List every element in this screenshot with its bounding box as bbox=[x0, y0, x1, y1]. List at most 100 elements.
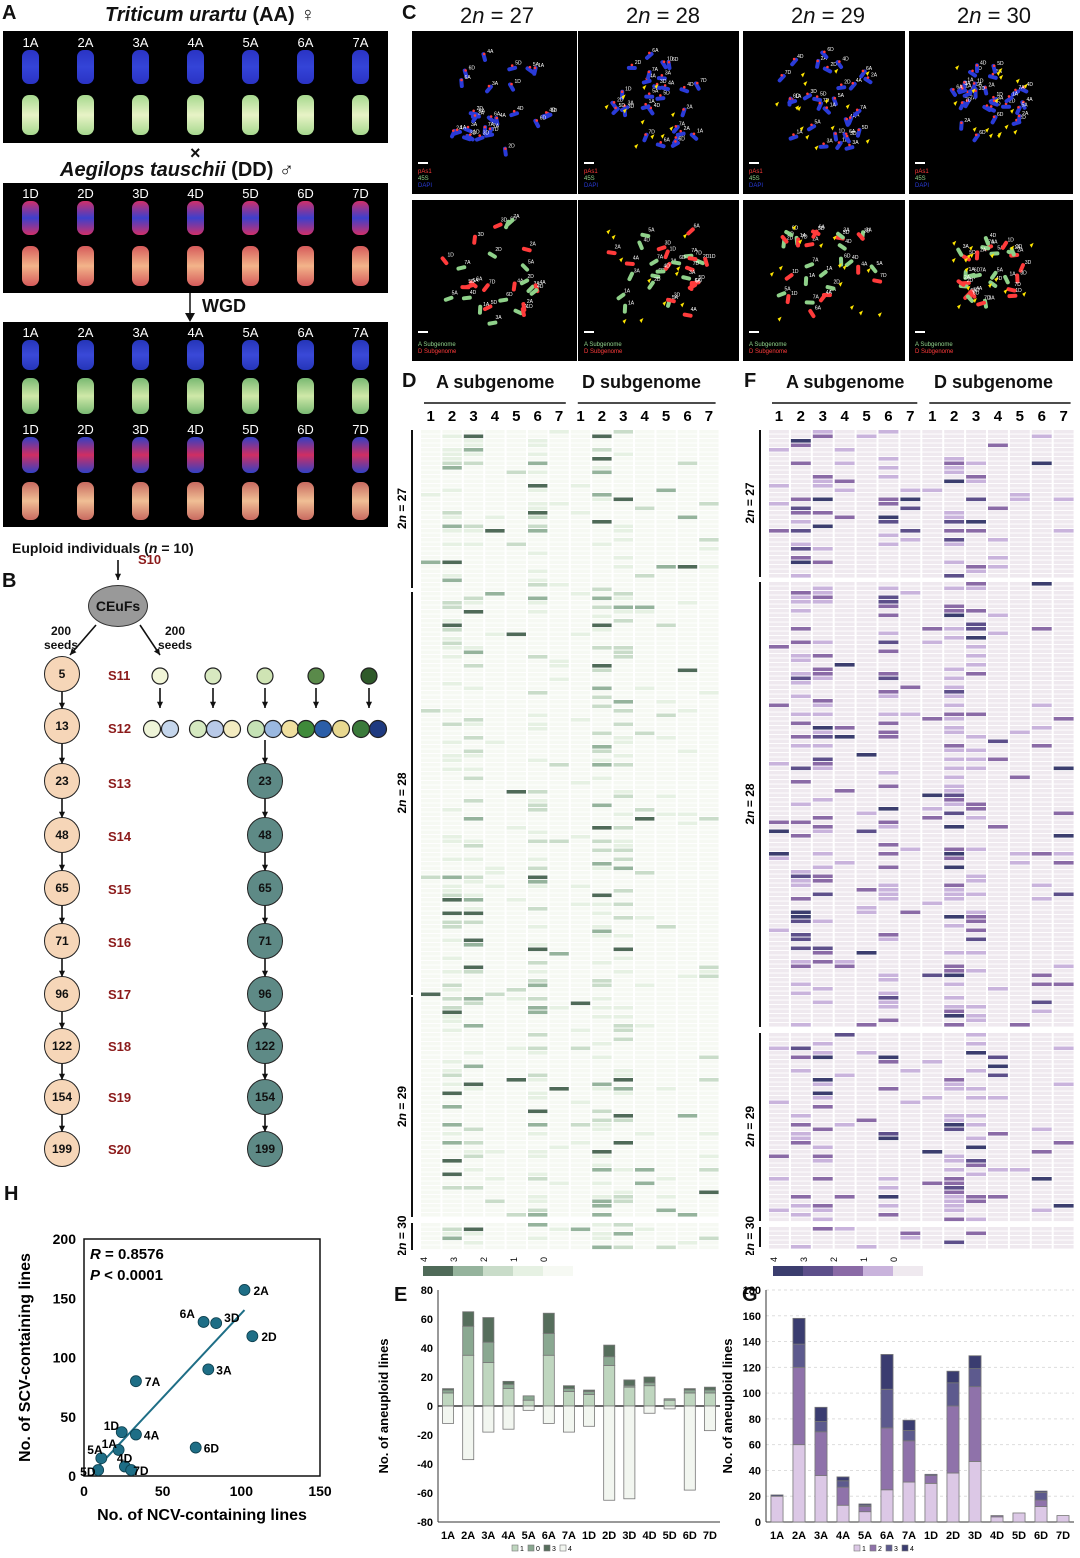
fish-signal bbox=[659, 141, 662, 144]
heatmap-cell bbox=[442, 1236, 462, 1241]
heatmap-cell bbox=[635, 947, 655, 952]
heatmap-cell bbox=[613, 583, 633, 587]
heatmap-cell bbox=[1053, 439, 1074, 443]
heatmap-cell bbox=[613, 1181, 633, 1186]
heatmap-cell bbox=[570, 920, 591, 925]
heatmap-cell bbox=[506, 722, 526, 727]
chromosome-1d bbox=[22, 245, 39, 286]
heatmap-cell bbox=[769, 784, 789, 789]
row-group-label: 2n = 27 bbox=[743, 482, 757, 523]
heatmap-cell bbox=[549, 1204, 569, 1208]
heatmap-cell bbox=[570, 605, 591, 610]
heatmap-cell bbox=[421, 655, 441, 659]
heatmap-cell bbox=[944, 717, 965, 721]
left-lineage-count: 154 bbox=[44, 1079, 80, 1115]
heatmap-cell bbox=[922, 780, 943, 784]
heatmap-cell bbox=[834, 757, 855, 762]
heatmap-cell bbox=[966, 865, 986, 870]
heatmap-cell bbox=[656, 619, 676, 623]
heatmap-cell bbox=[988, 694, 1008, 699]
heatmap-cell bbox=[677, 1204, 698, 1208]
heatmap-cell bbox=[900, 762, 921, 766]
legend-swatch bbox=[543, 1266, 573, 1276]
heatmap-cell bbox=[944, 529, 965, 533]
heatmap-cell bbox=[966, 717, 986, 721]
heatmap-cell bbox=[922, 757, 943, 762]
heatmap-cell bbox=[463, 511, 484, 515]
s12-node bbox=[142, 719, 162, 739]
heatmap-cell bbox=[570, 1190, 591, 1195]
heatmap-cell bbox=[592, 875, 612, 880]
heatmap-cell bbox=[900, 538, 921, 542]
heatmap-cell bbox=[878, 780, 899, 784]
heatmap-cell bbox=[635, 1037, 655, 1042]
heatmap-cell bbox=[549, 992, 569, 997]
chromosome-spot bbox=[626, 65, 637, 70]
arrowhead-marker bbox=[967, 253, 972, 259]
heatmap-cell bbox=[769, 434, 789, 439]
heatmap-cell bbox=[900, 434, 921, 439]
heatmap-cell bbox=[1031, 834, 1052, 838]
heatmap-cell bbox=[613, 1069, 633, 1073]
arrowhead-marker bbox=[660, 133, 665, 139]
heatmap-cell bbox=[463, 1227, 484, 1232]
heatmap-cell bbox=[1053, 506, 1074, 511]
heatmap-cell bbox=[677, 1042, 698, 1046]
heatmap-cell bbox=[635, 835, 655, 839]
heatmap-cell bbox=[570, 479, 591, 484]
heatmap-cell bbox=[769, 771, 789, 775]
chromosome-7a: 7A bbox=[352, 325, 369, 370]
heatmap-cell bbox=[485, 997, 505, 1001]
heatmap-cell bbox=[570, 1154, 591, 1159]
heatmap-cell bbox=[463, 1024, 484, 1028]
heatmap-cell bbox=[463, 1082, 484, 1087]
chromosome-id: 5D bbox=[969, 250, 976, 256]
heatmap-cell bbox=[966, 515, 986, 520]
chromosome-spot bbox=[1020, 100, 1027, 110]
heatmap-cell bbox=[834, 789, 855, 793]
heatmap-cell bbox=[856, 726, 877, 730]
heatmap-cell bbox=[988, 703, 1008, 708]
heatmap-cell bbox=[812, 829, 833, 834]
heatmap-cell bbox=[966, 461, 986, 466]
heatmap-cell bbox=[463, 457, 484, 461]
heatmap-cell bbox=[506, 628, 526, 632]
heatmap-cell bbox=[485, 790, 505, 794]
chromosome-id: 3A bbox=[997, 96, 1004, 102]
heatmap-cell bbox=[656, 1042, 676, 1046]
heatmap-cell bbox=[485, 1163, 505, 1168]
heatmap-cell bbox=[1053, 600, 1074, 604]
heatmap-cell bbox=[856, 721, 877, 726]
heatmap-cell bbox=[677, 740, 698, 745]
chromosome-5a bbox=[242, 378, 259, 414]
heatmap-cell bbox=[463, 529, 484, 533]
heatmap-cell bbox=[570, 1051, 591, 1055]
heatmap-cell bbox=[699, 1199, 719, 1204]
heatmap-cell bbox=[1053, 847, 1074, 852]
chromosome-image bbox=[352, 437, 369, 473]
heatmap-cell bbox=[856, 430, 877, 434]
heatmap-cell bbox=[1009, 654, 1030, 658]
heatmap-cell bbox=[1009, 766, 1030, 771]
chromosome-5d: 5D bbox=[242, 422, 259, 473]
heatmap-cell bbox=[1009, 649, 1030, 654]
heatmap-cell bbox=[463, 592, 484, 596]
heatmap-cell bbox=[856, 542, 877, 547]
heatmap-cell bbox=[463, 736, 484, 740]
heatmap-cell bbox=[812, 591, 833, 595]
chromosome-id: 5D bbox=[997, 61, 1004, 67]
heatmap-cell bbox=[656, 686, 676, 691]
heatmap-cell bbox=[988, 789, 1008, 793]
heatmap-cell bbox=[656, 560, 676, 565]
heatmap-cell bbox=[1031, 591, 1052, 595]
heatmap-cell bbox=[463, 1172, 484, 1177]
female-symbol: ♀ bbox=[300, 4, 316, 26]
heatmap-cell bbox=[485, 565, 505, 569]
heatmap-cell bbox=[878, 852, 899, 856]
panel-label-d: D bbox=[402, 370, 417, 392]
heatmap-cell bbox=[442, 844, 462, 848]
heatmap-cell bbox=[699, 875, 719, 880]
heatmap-cell bbox=[988, 430, 1008, 434]
heatmap-cell bbox=[699, 763, 719, 767]
heatmap-cell bbox=[635, 1213, 655, 1217]
